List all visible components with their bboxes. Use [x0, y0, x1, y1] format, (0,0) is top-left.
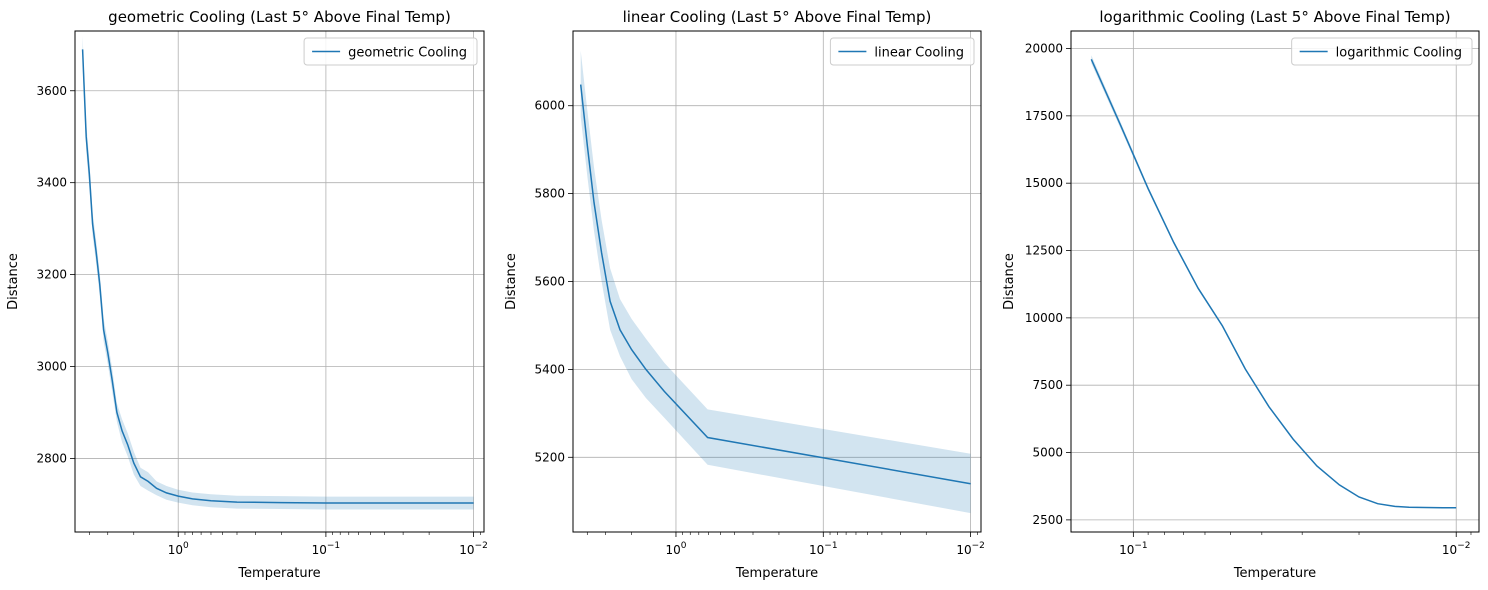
ticks-geometric: 100 10−1 10−2 2800 3000 3200 3400 3600	[36, 84, 487, 557]
ticks-linear: 100 10−1 10−2 5200 5400 5600 5800 6000	[534, 99, 984, 557]
x-axis-label-linear: Temperature	[735, 566, 818, 581]
x-tick-label: 10−2	[956, 541, 985, 557]
legend-box-linear	[829, 37, 975, 66]
y-tick-label: 2500	[1032, 513, 1063, 527]
grid-linear	[573, 31, 981, 532]
legend-geometric: geometric Cooling	[303, 37, 478, 66]
y-axis-label-geometric: Distance	[6, 253, 21, 310]
y-tick-label: 5800	[534, 187, 565, 201]
legend-box-logarithmic	[1291, 37, 1473, 66]
x-tick-label: 10−2	[1442, 541, 1471, 557]
legend-box-geometric	[303, 37, 478, 66]
x-tick-label: 10−1	[809, 541, 838, 557]
y-tick-label: 12500	[1025, 244, 1063, 258]
x-tick-label: 10−1	[312, 541, 341, 557]
y-axis-label-logarithmic: Distance	[1002, 253, 1017, 310]
y-tick-label: 17500	[1025, 109, 1063, 123]
series-line-geometric	[81, 49, 474, 504]
panel-geometric: 100 10−1 10−2 2800 3000 3200 3400 3600 geometri…	[6, 8, 488, 581]
panel-logarithmic: 10−1 10−2 2500 5000 7500 10000 12500 15000 17500…	[1002, 8, 1480, 581]
chart-title-logarithmic: logarithmic Cooling (Last 5° Above Final…	[1099, 8, 1450, 26]
ticks-logarithmic: 10−1 10−2 2500 5000 7500 10000 12500 15000 17500…	[1025, 42, 1472, 557]
chart-title-linear: linear Cooling (Last 5° Above Final Temp…	[623, 8, 932, 26]
x-axis-label-logarithmic: Temperature	[1233, 566, 1316, 581]
grid-geometric	[75, 31, 484, 532]
legend-label-linear: linear Cooling	[874, 46, 964, 61]
y-tick-label: 3400	[36, 176, 67, 190]
y-tick-label: 5600	[534, 275, 565, 289]
x-axis-label-geometric: Temperature	[237, 566, 320, 581]
legend-linear: linear Cooling	[829, 37, 975, 66]
y-tick-label: 7500	[1032, 378, 1063, 392]
plot-area-logarithmic	[1070, 30, 1480, 533]
y-tick-label: 5400	[534, 362, 565, 376]
series-line-linear	[579, 84, 971, 485]
y-tick-label: 5000	[1032, 446, 1063, 460]
legend-label-logarithmic: logarithmic Cooling	[1336, 46, 1462, 61]
confidence-band-linear	[580, 50, 971, 514]
series-line-logarithmic	[1090, 58, 1457, 509]
y-axis-label-linear: Distance	[504, 253, 519, 310]
y-tick-label: 15000	[1025, 176, 1063, 190]
panel-linear: 100 10−1 10−2 5200 5400 5600 5800 6000 linear C…	[504, 8, 985, 581]
x-tick-label: 10−1	[1119, 541, 1148, 557]
x-tick-label: 100	[168, 541, 189, 557]
y-tick-label: 2800	[36, 451, 67, 465]
x-tick-label: 10−2	[459, 541, 488, 557]
y-tick-label: 3200	[36, 268, 67, 282]
y-tick-label: 20000	[1025, 42, 1063, 56]
y-tick-label: 5200	[534, 450, 565, 464]
legend-logarithmic: logarithmic Cooling	[1291, 37, 1473, 66]
x-tick-label: 100	[665, 541, 686, 557]
chart-title-geometric: geometric Cooling (Last 5° Above Final T…	[108, 8, 451, 26]
y-tick-label: 10000	[1025, 311, 1063, 325]
y-tick-label: 6000	[534, 99, 565, 113]
y-tick-label: 3000	[36, 360, 67, 374]
y-tick-label: 3600	[36, 84, 67, 98]
grid-logarithmic	[1071, 31, 1479, 532]
plot-area-geometric	[74, 30, 485, 533]
legend-label-geometric: geometric Cooling	[348, 46, 467, 61]
